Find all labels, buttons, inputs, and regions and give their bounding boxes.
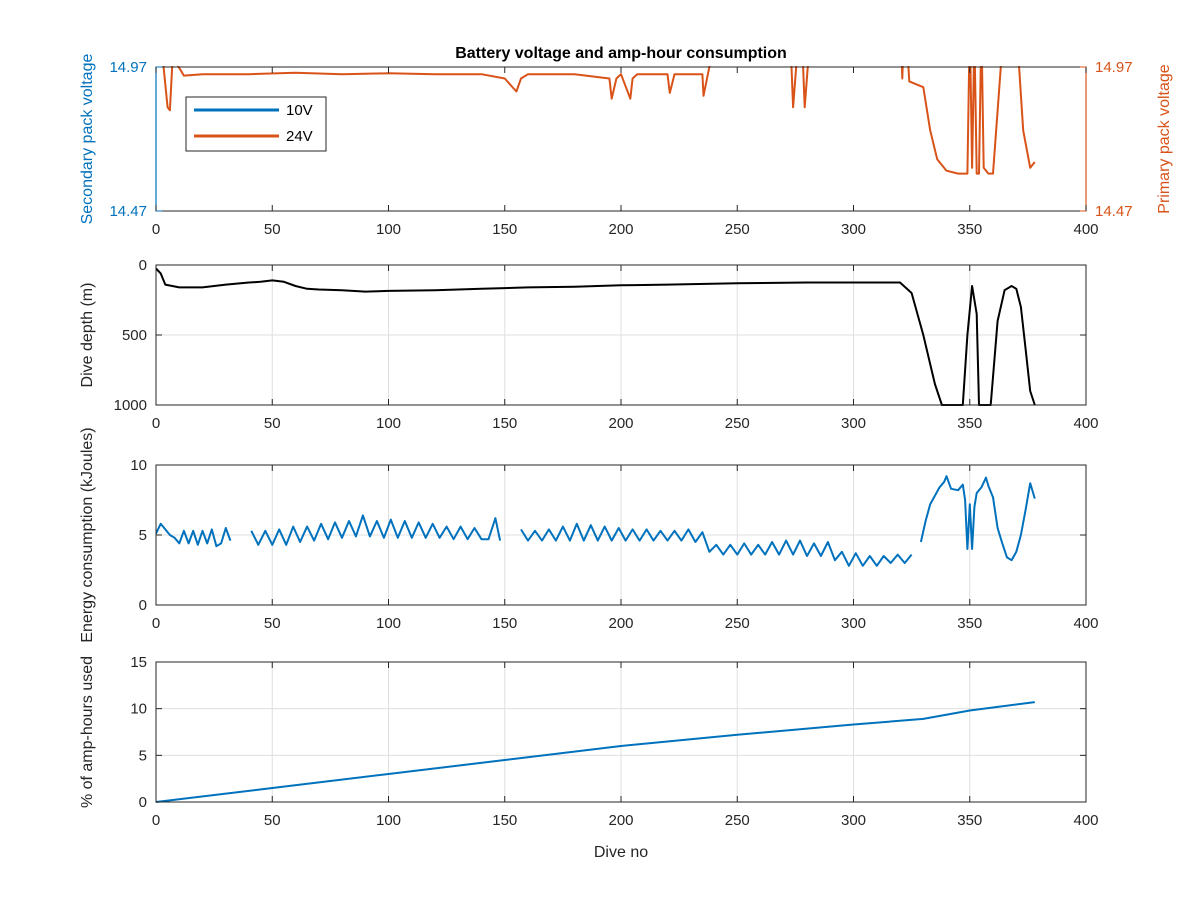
- y-tick-label: 0: [139, 794, 147, 811]
- depth-panel: 0 50 100 150 200 250 300 350 400 0 500 1000 Dive dep…: [79, 257, 1099, 432]
- x-tick-label: 150: [492, 415, 517, 432]
- x-tick-label: 0: [152, 221, 160, 238]
- series-line-0: [156, 701, 1035, 803]
- y-tick-label: 1000: [114, 397, 147, 414]
- x-tick-label: 50: [264, 812, 281, 829]
- y-right-tick-label: 14.97: [1095, 59, 1133, 76]
- x-tick-label: 150: [492, 812, 517, 829]
- x-tick-label: 250: [725, 812, 750, 829]
- legend-label-10v: 10V: [286, 102, 313, 119]
- y-tick-label: 0: [139, 257, 147, 274]
- x-tick-label: 300: [841, 812, 866, 829]
- y-axis-label: Energy consumption (kJoules): [79, 427, 96, 642]
- x-tick-label: 0: [152, 812, 160, 829]
- x-tick-label: 200: [608, 615, 633, 632]
- x-tick-label: 150: [492, 221, 517, 238]
- x-tick-label: 100: [376, 221, 401, 238]
- x-axis-label: Dive no: [594, 844, 648, 861]
- y-tick-label: 14.97: [109, 59, 147, 76]
- x-tick-label: 250: [725, 221, 750, 238]
- x-tick-label: 350: [957, 415, 982, 432]
- series-line-0: [156, 522, 232, 548]
- x-tick-label: 50: [264, 415, 281, 432]
- x-tick-label: 100: [376, 415, 401, 432]
- y-tick-label: 10: [130, 457, 147, 474]
- x-tick-label: 400: [1073, 812, 1098, 829]
- x-tick-label: 50: [264, 615, 281, 632]
- y-axis-label: % of amp-hours used: [79, 656, 96, 808]
- x-tick-label: 200: [608, 221, 633, 238]
- series-line-1: [250, 514, 502, 546]
- x-tick-label: 350: [957, 615, 982, 632]
- y-tick-label: 0: [139, 597, 147, 614]
- x-tick-label: 400: [1073, 221, 1098, 238]
- series-line-2: [520, 522, 913, 567]
- y-axis-label: Dive depth (m): [79, 283, 96, 388]
- x-tick-label: 150: [492, 615, 517, 632]
- x-tick-label: 350: [957, 812, 982, 829]
- x-tick-label: 0: [152, 615, 160, 632]
- x-tick-label: 350: [957, 221, 982, 238]
- y-right-tick-label: 14.47: [1095, 203, 1133, 220]
- y-tick-label: 500: [122, 327, 147, 344]
- x-tick-label: 100: [376, 615, 401, 632]
- y-tick-label: 5: [139, 527, 147, 544]
- series-line-24v: [162, 66, 1036, 175]
- x-tick-label: 300: [841, 415, 866, 432]
- x-tick-label: 0: [152, 415, 160, 432]
- energy-panel: 0 50 100 150 200 250 300 350 400 0 5 10 Energy consu…: [79, 427, 1099, 642]
- x-tick-label: 300: [841, 221, 866, 238]
- x-tick-label: 250: [725, 415, 750, 432]
- legend-label-24v: 24V: [286, 128, 313, 145]
- series-line-3: [919, 475, 1036, 562]
- figure-title: Battery voltage and amp-hour consumption: [455, 45, 787, 62]
- y-tick-label: 14.47: [109, 203, 147, 220]
- y-axis-label: Secondary pack voltage: [79, 54, 96, 225]
- x-tick-label: 300: [841, 615, 866, 632]
- x-tick-label: 50: [264, 221, 281, 238]
- y-tick-label: 10: [130, 701, 147, 718]
- x-tick-label: 200: [608, 812, 633, 829]
- series-line-0: [156, 267, 1036, 406]
- x-tick-label: 200: [608, 415, 633, 432]
- x-tick-label: 250: [725, 615, 750, 632]
- x-tick-label: 100: [376, 812, 401, 829]
- legend-box: [185, 96, 327, 152]
- amp-hours-panel: 0 50 100 150 200 250 300 350 400 0 5 10 15 % of amp-h…: [79, 654, 1099, 829]
- legend: 10V 24V: [185, 96, 327, 152]
- y-axis-label-right: Primary pack voltage: [1156, 64, 1173, 213]
- y-tick-label: 5: [139, 747, 147, 764]
- x-tick-label: 400: [1073, 615, 1098, 632]
- x-tick-label: 400: [1073, 415, 1098, 432]
- y-tick-label: 15: [130, 654, 147, 671]
